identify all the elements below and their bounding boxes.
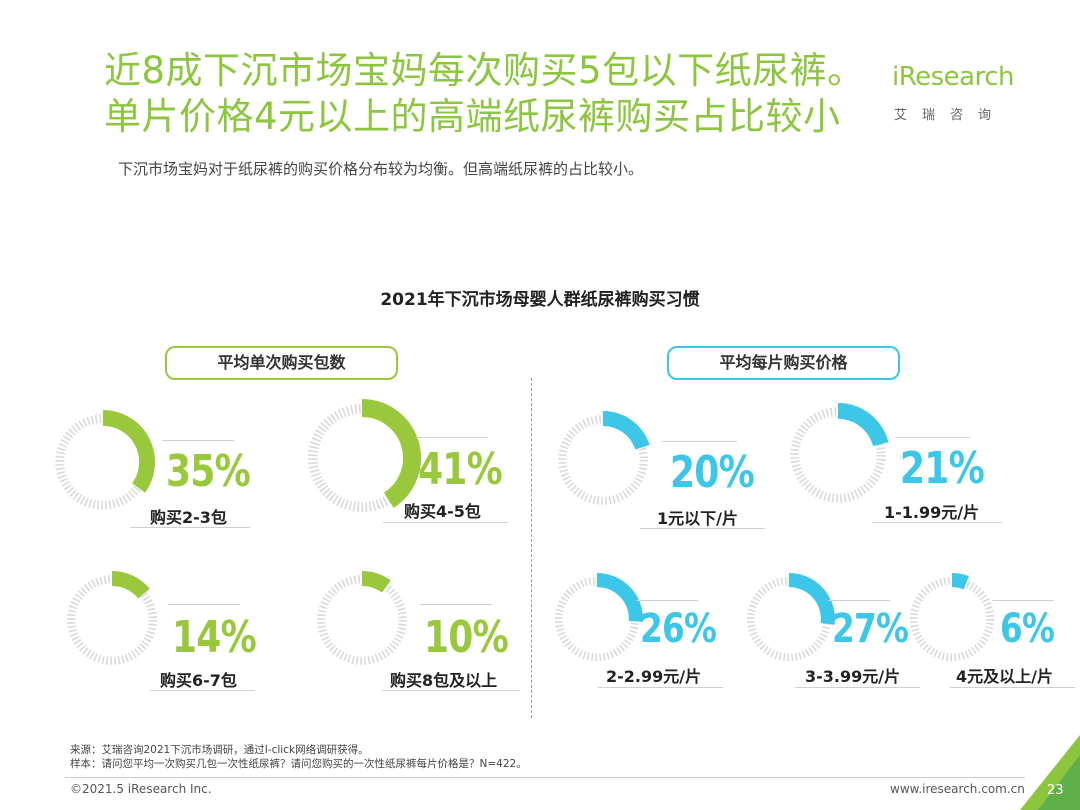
label-packs-8-plus: 购买8包及以上 [390,671,498,690]
pct-packs-6-7: 14% [172,612,257,663]
donut-value-arc [788,573,835,625]
footer-notes: 来源：艾瑞咨询2021下沉市场调研，通过I-click网络调研获得。 样本：请问… [70,743,527,771]
logo-chinese: 艾瑞咨询 [894,108,1007,123]
group-divider [531,378,532,718]
label-rule [795,687,920,688]
source-note: 来源：艾瑞咨询2021下沉市场调研，通过I-click网络调研获得。 [70,744,369,756]
sample-note: 样本：请问您平均一次购买几包一次性纸尿裤？请问您购买的一次性纸尿裤每片价格是？N… [70,758,527,770]
group-label-price: 平均每片购买价格 [667,346,900,380]
label-rule [992,600,1054,601]
page-title-line-1: 近8成下沉市场宝妈每次购买5包以下纸尿裤。 [104,49,865,92]
pct-packs-4-5: 41% [418,444,503,495]
pct-price-1-1.99: 21% [900,443,985,494]
page-title-line-2: 单片价格4元以上的高端纸尿裤购买占比较小 [104,95,841,138]
group-label-packs: 平均单次购买包数 [165,346,398,380]
label-rule [662,441,737,442]
label-rule [168,604,240,605]
logo-wordmark: iResearch [892,62,1014,92]
footer-divider [65,777,1025,778]
corner-decoration [1020,735,1080,810]
donut-value-arc [361,571,391,593]
pct-price-4-plus: 6% [1000,606,1055,652]
donut-price-2-2.99 [554,573,643,662]
donut-value-arc [361,399,421,508]
donut-track [67,575,157,665]
chart-title: 2021年下沉市场母婴人群纸尿裤购买习惯 [380,290,700,310]
label-packs-2-3: 购买2-3包 [150,508,227,527]
pct-price-2-2.99: 26% [640,606,717,652]
label-rule [640,528,765,529]
donut-price-3-3.99 [746,573,835,662]
donut-value-arc [102,410,155,493]
page-number: 23 [1047,783,1064,798]
pct-price-3-3.99: 27% [832,606,909,652]
donut-value-arc [837,403,889,447]
label-rule [420,604,492,605]
label-rule [150,690,255,691]
label-price-2-2.99: 2-2.99元/片 [606,667,702,686]
donut-price-under-1 [558,411,650,505]
donut-price-4-plus [909,573,995,662]
label-rule [383,522,508,523]
iresearch-logo: iResearch 艾瑞咨询 [892,58,1032,128]
donut-track [317,575,407,665]
label-packs-6-7: 购买6-7包 [160,671,237,690]
donut-value-arc [602,411,650,450]
page-title: 近8成下沉市场宝妈每次购买5包以下纸尿裤。 单片价格4元以上的高端纸尿裤购买占比… [104,48,894,140]
donut-track [909,576,995,662]
donut-price-1-1.99 [790,403,889,503]
donut-value-arc [951,573,969,590]
pct-packs-8-plus: 10% [424,612,509,663]
donut-track [790,407,886,503]
label-rule [636,600,698,601]
label-rule [382,690,520,691]
label-rule [895,437,970,438]
donut-packs-2-3 [55,410,155,510]
label-price-3-3.99: 3-3.99元/片 [805,667,901,686]
donut-value-arc [111,571,150,599]
label-rule [416,437,488,438]
label-rule [162,440,234,441]
donut-packs-8-plus [317,571,407,665]
donut-packs-4-5 [307,399,421,513]
label-price-1-1.99: 1-1.99元/片 [884,503,980,522]
donut-value-arc [596,573,643,622]
label-packs-4-5: 购买4-5包 [404,502,481,521]
label-price-4-plus: 4元及以上/片 [956,667,1053,686]
label-rule [130,527,250,528]
donut-packs-6-7 [67,571,157,665]
label-rule [950,687,1075,688]
label-price-under-1: 1元以下/片 [657,509,738,528]
page-subtitle: 下沉市场宝妈对于纸尿裤的购买价格分布较为均衡。但高端纸尿裤的占比较小。 [118,160,644,178]
label-rule [598,687,723,688]
label-rule [828,600,890,601]
pct-price-under-1: 20% [670,447,755,498]
label-rule [872,522,1002,523]
copyright: ©2021.5 iResearch Inc. [70,782,212,796]
pct-packs-2-3: 35% [166,446,251,497]
website-link[interactable]: www.iresearch.com.cn [890,782,1025,796]
donut-track [558,415,648,505]
